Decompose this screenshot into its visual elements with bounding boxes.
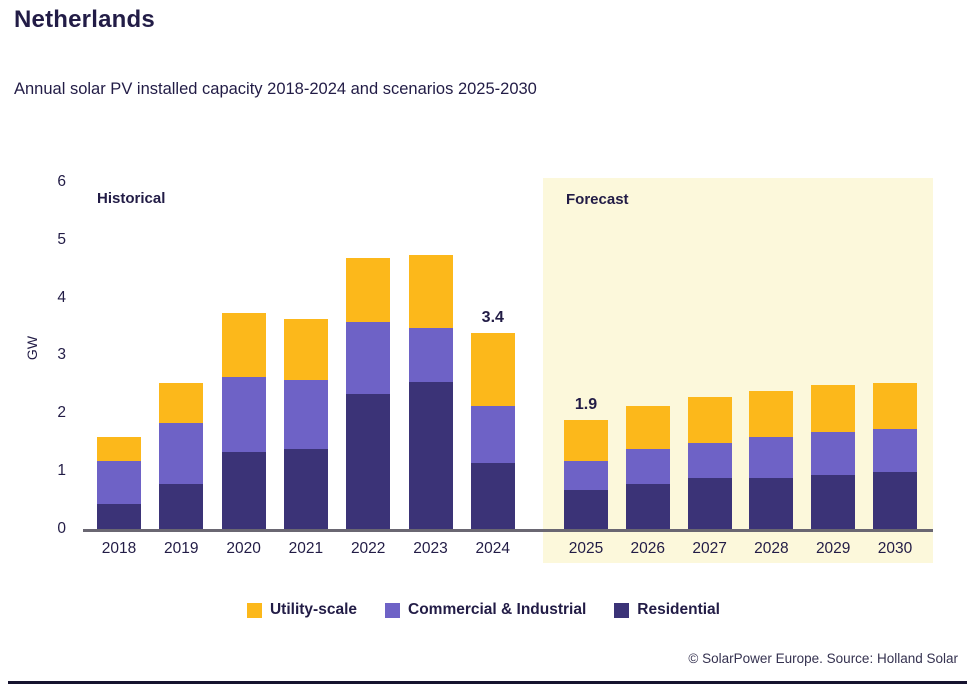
legend-swatch-icon [246, 602, 262, 618]
bar-segment-residential [564, 489, 608, 530]
bar-value-label-2025: 1.9 [574, 396, 598, 414]
y-tick-label: 4 [57, 288, 66, 306]
x-tick-label-2029: 2029 [815, 540, 851, 557]
bar-segment-residential [221, 451, 266, 530]
bar-segment-utility-scale [564, 420, 608, 461]
bar-segment-residential [159, 483, 204, 530]
bar-2026 [625, 405, 670, 530]
y-tick-label: 5 [57, 230, 66, 248]
bar-segment-commercial-industrial [625, 449, 670, 484]
x-tick-label-2023: 2023 [413, 540, 448, 557]
bar-segment-utility-scale [221, 313, 266, 377]
bar-2022 [346, 258, 391, 530]
bar-segment-commercial-industrial [873, 428, 917, 473]
legend-label: Residential [637, 601, 720, 618]
bar-segment-commercial-industrial [346, 321, 391, 395]
bar-segment-utility-scale [346, 258, 391, 322]
bar-segment-commercial-industrial [97, 460, 141, 504]
bar-2021 [283, 318, 328, 530]
x-tick-label-2020: 2020 [226, 540, 261, 557]
bar-segment-utility-scale [873, 382, 917, 429]
chart-legend: Utility-scale Commercial & Industrial Resi… [0, 601, 967, 619]
bar-2030 [873, 382, 917, 530]
chart-subtitle: Annual solar PV installed capacity 2018-… [14, 80, 537, 98]
bar-2024 [470, 333, 515, 530]
bar-2019 [159, 382, 204, 530]
x-tick-label-2028: 2028 [754, 540, 789, 557]
x-axis-line [83, 529, 933, 532]
x-tick-label-2018: 2018 [101, 540, 137, 557]
legend-item-commercial-industrial: Commercial & Industrial [385, 601, 586, 619]
bar-segment-utility-scale [408, 255, 453, 328]
bar-2020 [221, 313, 266, 530]
bar-segment-commercial-industrial [811, 431, 856, 476]
bar-segment-residential [625, 483, 670, 530]
x-tick-label-2025: 2025 [568, 540, 604, 557]
y-tick-label: 3 [57, 346, 66, 364]
bar-segment-residential [97, 503, 141, 530]
bar-segment-utility-scale [97, 437, 141, 461]
x-tick-label-2019: 2019 [164, 540, 199, 557]
x-tick-label-2022: 2022 [350, 540, 386, 557]
forecast-zone-background [543, 178, 933, 563]
bar-segment-residential [346, 394, 391, 530]
x-tick-label-2021: 2021 [288, 540, 324, 557]
bar-segment-residential [470, 463, 515, 530]
bar-segment-utility-scale [811, 385, 856, 432]
y-tick-label: 2 [57, 404, 66, 422]
bar-segment-commercial-industrial [408, 327, 453, 383]
bar-segment-commercial-industrial [283, 379, 328, 449]
bar-2028 [749, 391, 794, 530]
bar-segment-residential [749, 477, 794, 530]
legend-swatch-icon [385, 602, 400, 618]
legend-item-residential: Residential [614, 601, 720, 619]
bar-value-label-2024: 3.4 [481, 309, 504, 327]
zone-label-forecast: Forecast [566, 191, 629, 208]
source-attribution: © SolarPower Europe. Source: Holland Sol… [688, 651, 958, 666]
page-title: Netherlands [14, 6, 155, 33]
y-tick-label: 6 [57, 172, 66, 190]
legend-swatch-icon [614, 602, 630, 618]
bar-segment-residential [811, 475, 856, 530]
bar-segment-residential [687, 477, 732, 530]
bar-segment-utility-scale [470, 333, 515, 406]
bar-segment-utility-scale [283, 318, 328, 380]
x-tick-label-2030: 2030 [877, 540, 913, 557]
zone-label-historical: Historical [97, 190, 166, 207]
bar-segment-utility-scale [687, 396, 732, 444]
bar-segment-commercial-industrial [749, 437, 794, 478]
bar-segment-commercial-industrial [159, 422, 204, 484]
bar-2029 [811, 385, 856, 530]
bar-segment-commercial-industrial [687, 443, 732, 478]
legend-item-utility-scale: Utility-scale [246, 601, 357, 619]
x-tick-label-2026: 2026 [630, 540, 666, 557]
bar-2027 [687, 396, 732, 530]
bar-segment-residential [873, 472, 917, 530]
y-tick-label: 0 [57, 520, 66, 537]
footer-divider [8, 681, 967, 684]
bar-2023 [408, 255, 453, 530]
legend-label: Commercial & Industrial [408, 601, 587, 618]
y-tick-label: 1 [57, 462, 66, 480]
x-tick-label-2024: 2024 [475, 540, 511, 557]
bar-segment-commercial-industrial [221, 376, 266, 452]
bar-segment-utility-scale [625, 405, 670, 450]
bar-segment-commercial-industrial [470, 405, 515, 464]
bar-2018 [97, 437, 141, 530]
bar-segment-commercial-industrial [564, 460, 608, 490]
x-tick-label-2027: 2027 [692, 540, 727, 557]
legend-label: Utility-scale [269, 601, 357, 618]
bar-segment-residential [283, 449, 328, 530]
bar-segment-residential [408, 382, 453, 530]
bar-segment-utility-scale [749, 391, 794, 438]
bar-segment-utility-scale [159, 382, 204, 423]
bar-2025 [564, 420, 608, 530]
